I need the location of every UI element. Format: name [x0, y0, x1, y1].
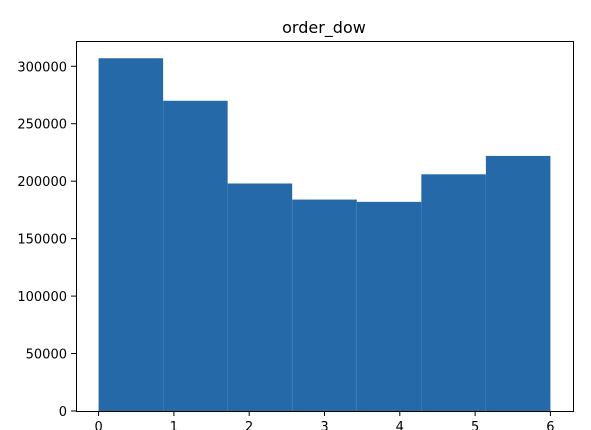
- histogram-bar-5: [421, 174, 486, 411]
- x-tick-label: 5: [471, 420, 479, 430]
- x-tick-label: 6: [546, 420, 554, 430]
- histogram-bar-4: [356, 201, 422, 411]
- histogram-bar-2: [227, 183, 293, 411]
- histogram-bar-6: [485, 155, 551, 411]
- histogram-bar-1: [163, 100, 228, 411]
- x-tick-label: 2: [245, 420, 253, 430]
- x-tick-label: 1: [170, 420, 178, 430]
- x-tick-label: 3: [320, 420, 328, 430]
- y-tick-label: 50000: [26, 348, 67, 363]
- plot-frame: [76, 41, 574, 412]
- x-axis: 0 1 2 3 4 5 6: [94, 411, 555, 430]
- y-tick-label: 250000: [17, 118, 67, 133]
- histogram-bar-0: [98, 58, 164, 411]
- histogram-bar-3: [292, 199, 357, 411]
- y-tick-label: 100000: [17, 290, 67, 305]
- bars-group: [98, 58, 551, 411]
- y-tick-label: 300000: [17, 60, 67, 75]
- y-tick-label: 200000: [17, 175, 67, 190]
- chart-title: order_dow: [282, 18, 366, 38]
- x-tick-label: 4: [396, 420, 404, 430]
- x-tick-label: 0: [94, 420, 102, 430]
- y-axis: 0 50000 100000 150000 200000 250000 300000: [17, 60, 76, 420]
- y-tick-label: 150000: [17, 233, 67, 248]
- y-tick-label: 0: [59, 405, 67, 420]
